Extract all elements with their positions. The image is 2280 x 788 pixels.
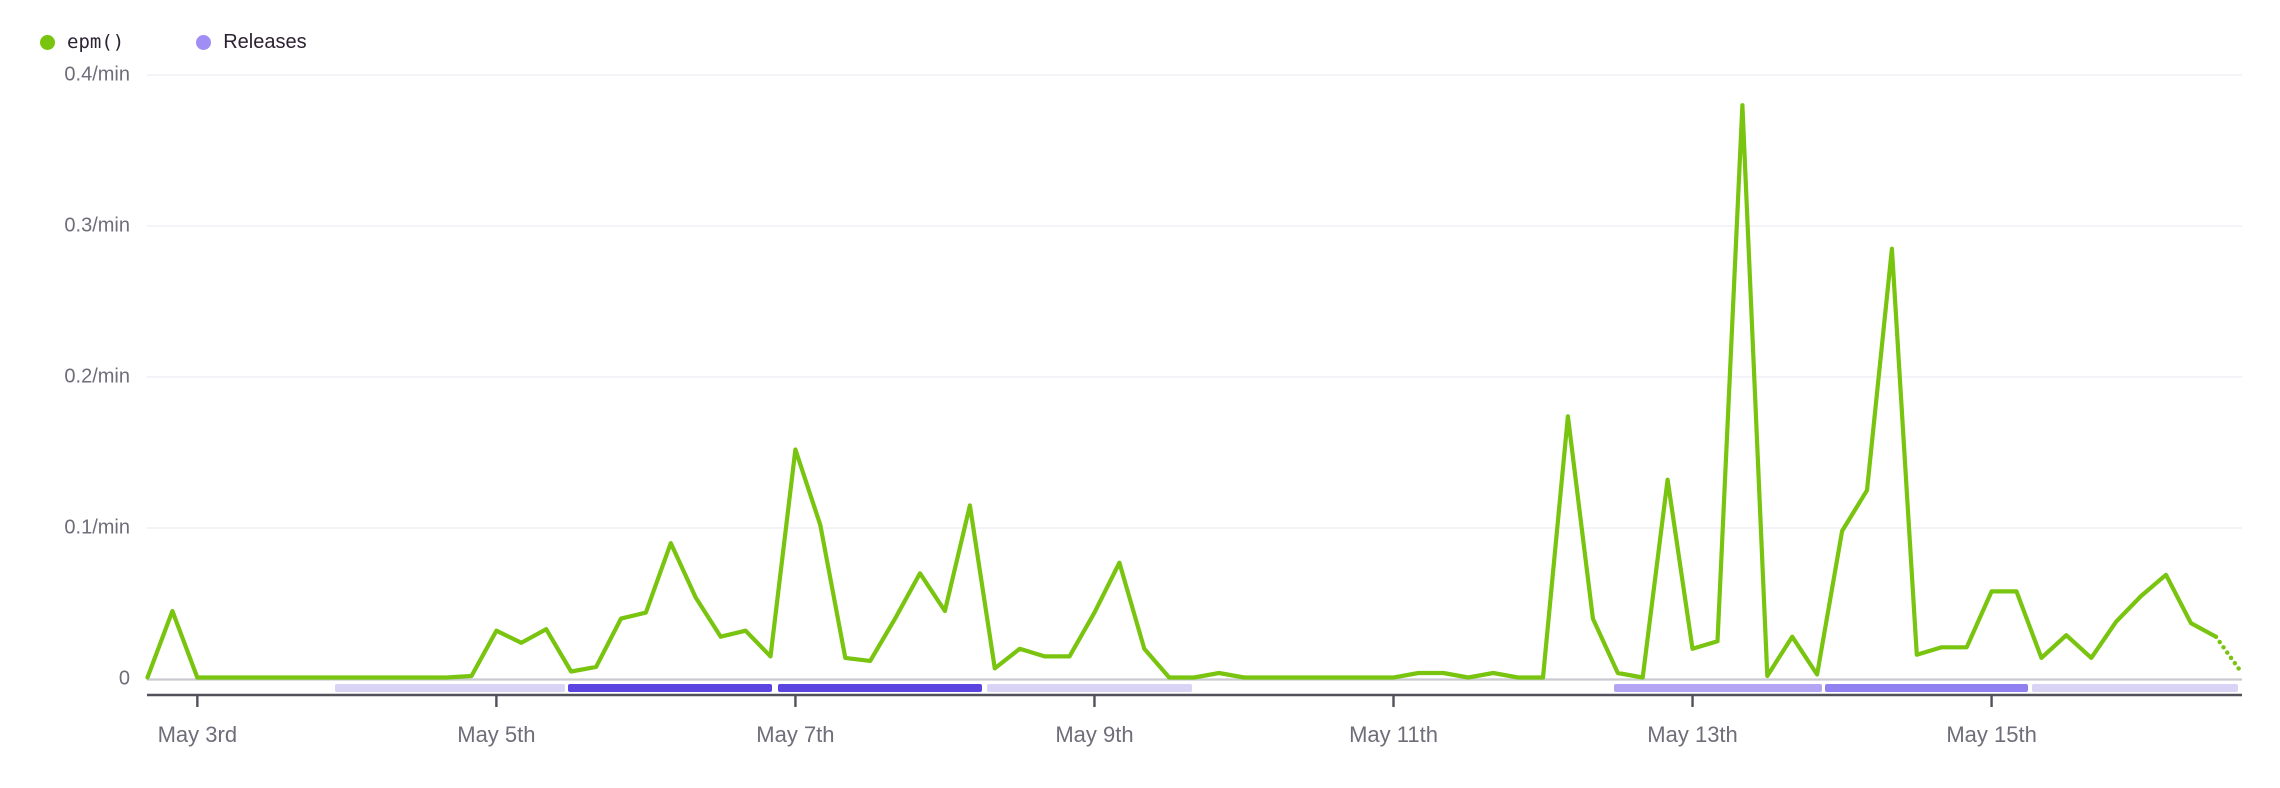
release-bar[interactable] — [1825, 684, 2028, 692]
legend-item-epm[interactable]: epm() — [40, 30, 124, 54]
y-axis-label: 0.2/min — [64, 365, 130, 388]
x-axis-label: May 7th — [756, 722, 835, 747]
epm-line-series — [145, 103, 2243, 680]
y-axis-label: 0.1/min — [64, 516, 130, 539]
grid-lines — [147, 74, 2242, 529]
x-axis-label: May 9th — [1055, 722, 1134, 747]
release-bar[interactable] — [2032, 684, 2238, 692]
y-axis-label: 0.3/min — [64, 214, 130, 237]
release-bar[interactable] — [335, 684, 565, 692]
x-axis-label: May 3rd — [157, 722, 238, 747]
releases-series-dot-icon — [196, 34, 212, 50]
legend-label-releases: Releases — [223, 31, 307, 53]
epm-line-incomplete-dotted — [2213, 634, 2243, 674]
x-axis-label: May 11th — [1349, 722, 1438, 747]
epm-line[interactable] — [145, 103, 2218, 680]
x-axis-label: May 13th — [1647, 722, 1738, 747]
x-axis-label: May 5th — [457, 722, 536, 747]
legend: epm() Releases — [40, 30, 307, 54]
y-axis-label: 0.4/min — [64, 63, 130, 86]
release-bar[interactable] — [778, 684, 982, 692]
release-track — [335, 684, 2238, 692]
legend-item-releases[interactable]: Releases — [196, 30, 307, 54]
epm-series-dot-icon — [40, 34, 55, 50]
x-axis — [147, 693, 2242, 707]
release-bar[interactable] — [1614, 684, 1822, 692]
legend-label-epm: epm() — [67, 31, 125, 53]
x-axis-label: May 15th — [1946, 722, 2037, 747]
y-axis-label: 0 — [118, 667, 130, 690]
release-bar[interactable] — [568, 684, 772, 692]
release-bar[interactable] — [987, 684, 1192, 692]
